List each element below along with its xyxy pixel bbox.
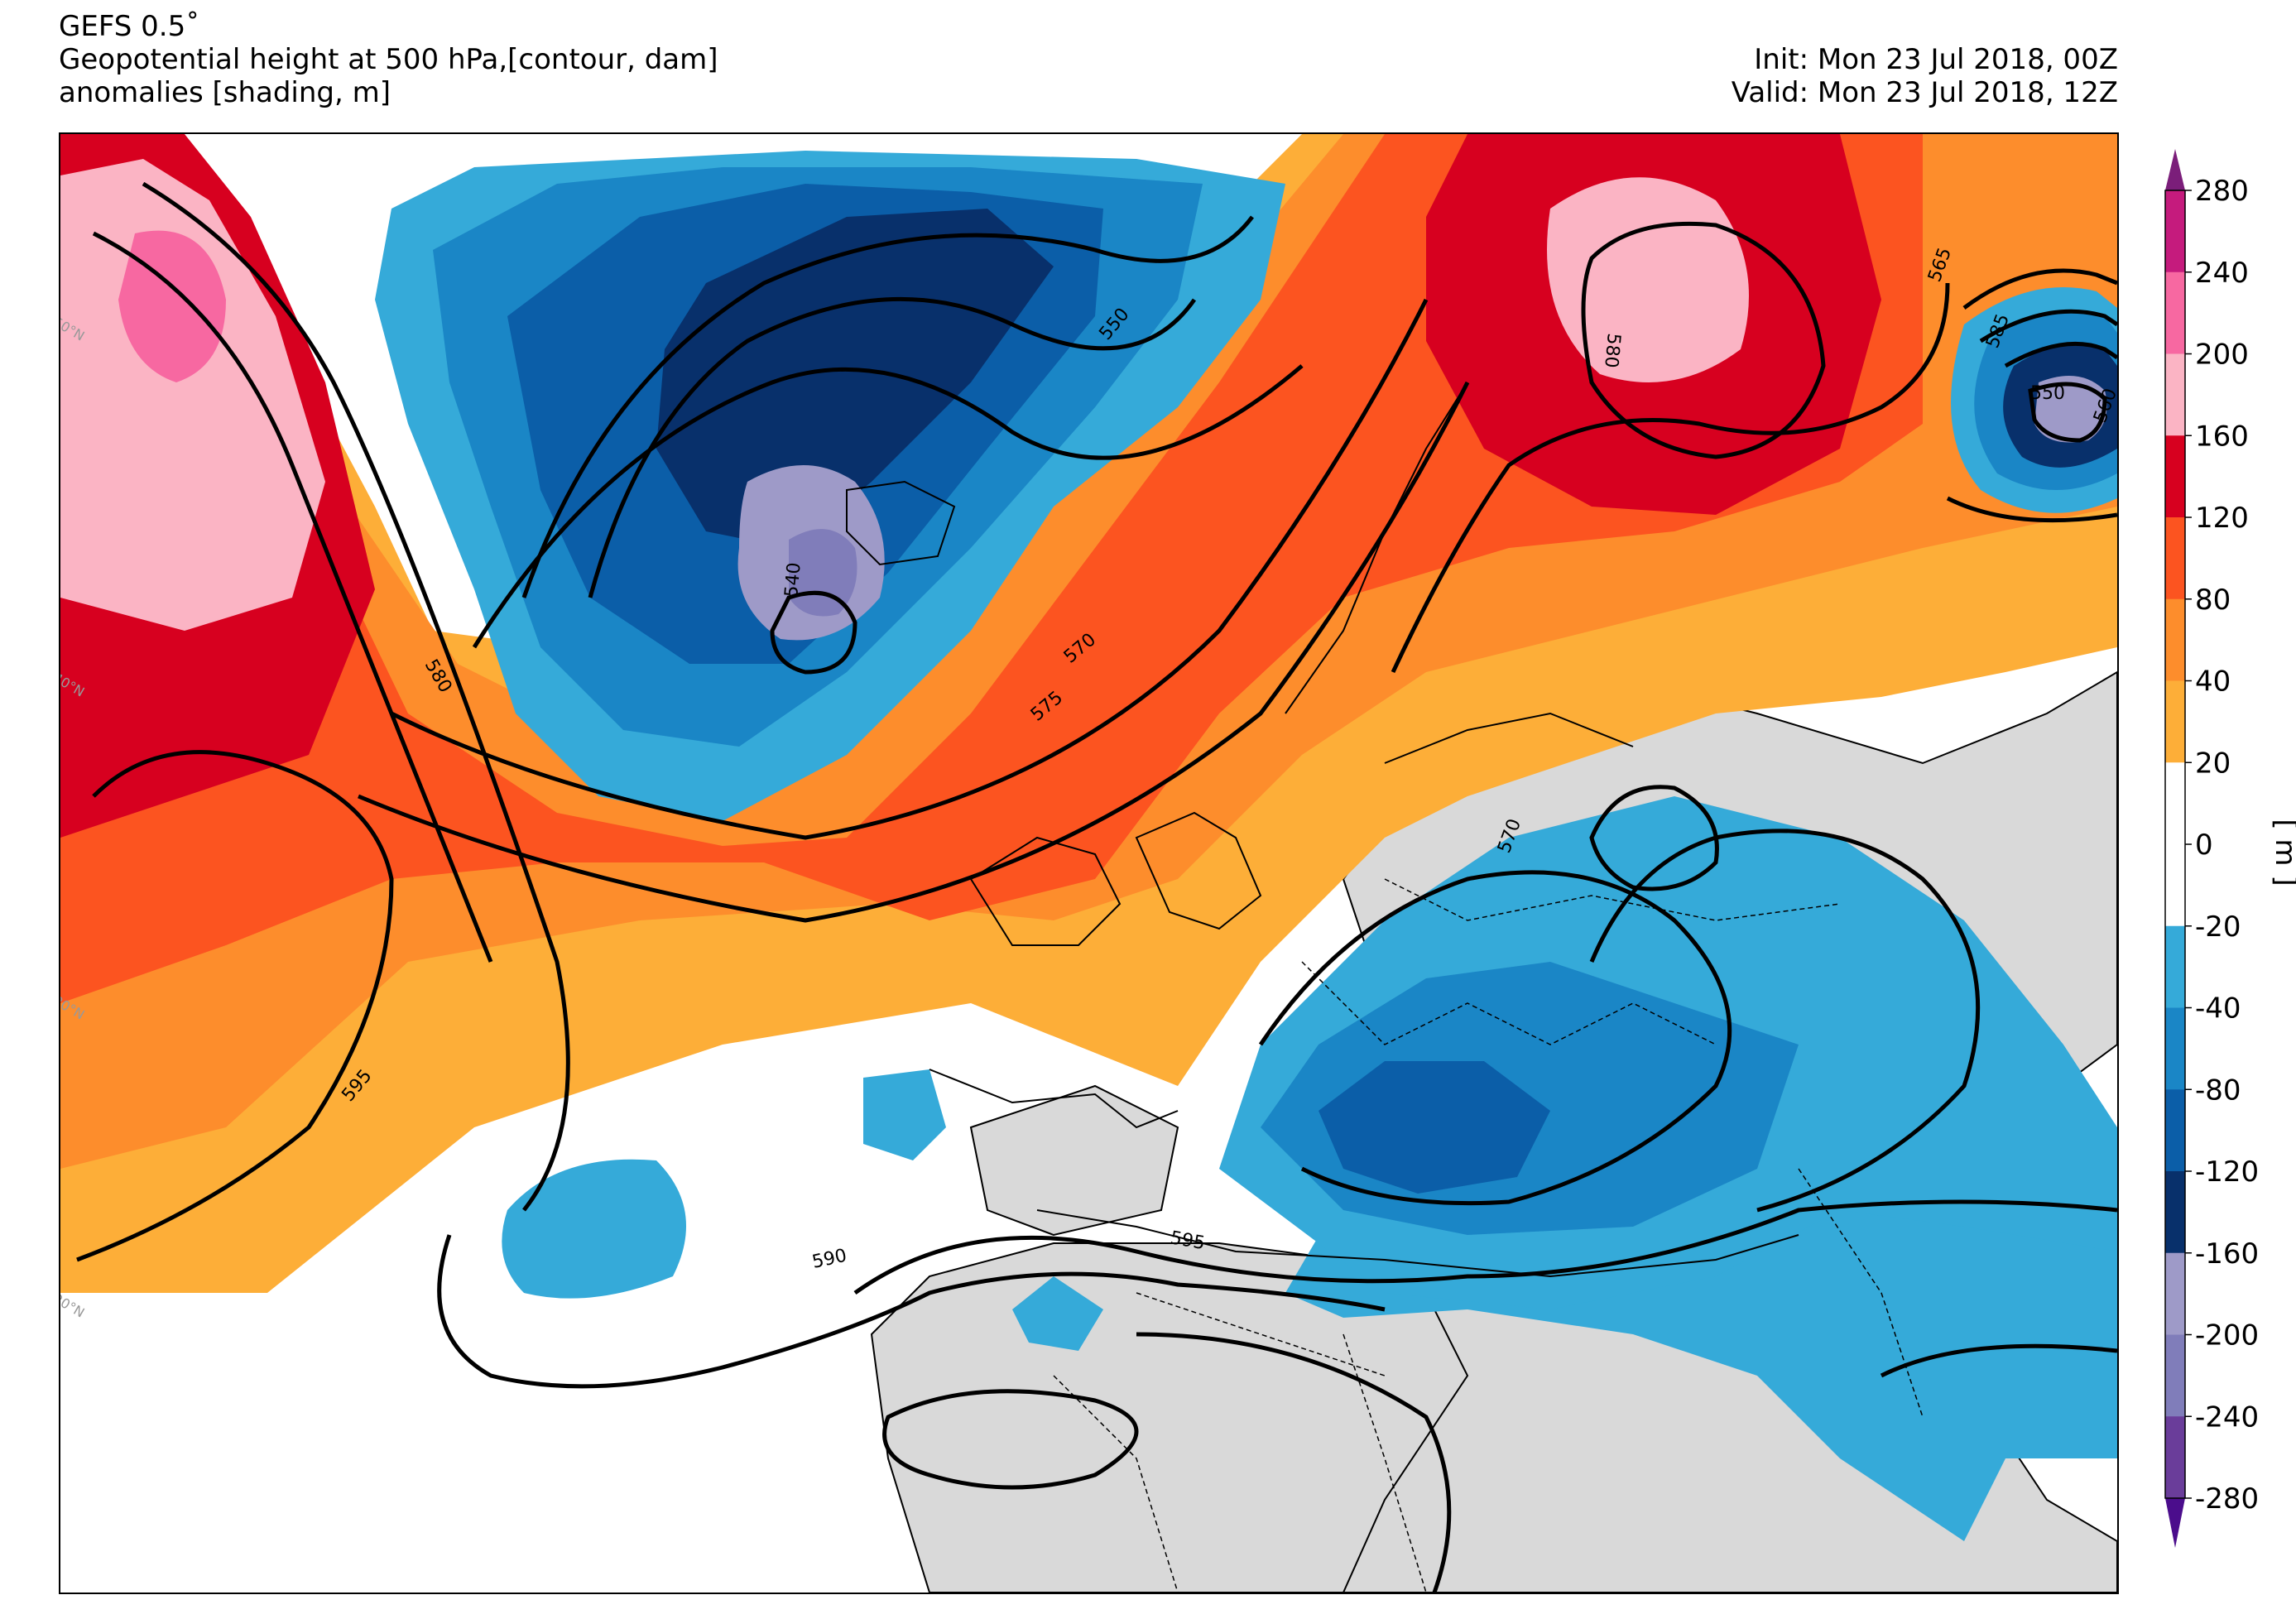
colorbar-tick-label: 40 (2195, 665, 2231, 699)
colorbar-svg: 2802402001601208040200-20-40-80-120-160-… (2164, 149, 2296, 1548)
colorbar-unit: [ m ] (2269, 819, 2296, 886)
map-canvas: 50°N 40°N 30°N 20°N 550 540 570 575 580 … (60, 134, 2117, 1593)
shading-title: anomalies [shading, m] (59, 76, 391, 109)
height-contours (76, 181, 2117, 1593)
contour-label: 580 (1600, 332, 1624, 368)
colorbar-tick-label: 0 (2195, 829, 2213, 862)
colorbar-swatch (2165, 271, 2185, 354)
colorbar-swatches (2165, 190, 2185, 1499)
anomaly-shading (60, 134, 2117, 1541)
colorbar-tick-label: -20 (2195, 910, 2241, 944)
colorbar: 280 240 200 160 120 80 40 20 0 -20 -40 -80 -120 -160-… (2144, 141, 2296, 1564)
contour-label: 540 (781, 562, 805, 598)
colorbar-top-arrow (2165, 149, 2185, 190)
colorbar-swatch (2165, 1171, 2185, 1254)
country-borders (1053, 878, 1924, 1593)
colorbar-tick-label: -280 (2195, 1482, 2259, 1516)
colorbar-tick-label: 120 (2195, 502, 2249, 535)
colorbar-tick-label: -80 (2195, 1074, 2241, 1107)
colorbar-tick-label: -120 (2195, 1155, 2259, 1189)
colorbar-swatch (2165, 1252, 2185, 1335)
colorbar-swatch (2165, 680, 2185, 763)
colorbar-tick-label: 20 (2195, 747, 2231, 780)
variable-title: Geopotential height at 500 hPa,[contour,… (59, 43, 718, 76)
colorbar-swatch (2165, 435, 2185, 518)
colorbar-swatch (2165, 925, 2185, 1008)
colorbar-swatch (2165, 844, 2185, 927)
map-panel[interactable]: 50°N 40°N 30°N 20°N 550 540 570 575 580 … (59, 132, 2119, 1594)
colorbar-ticks: 2802402001601208040200-20-40-80-120-160-… (2185, 175, 2259, 1516)
contour-label: 550 (2030, 383, 2065, 404)
colorbar-swatch (2165, 1007, 2185, 1090)
colorbar-swatch (2165, 353, 2185, 436)
colorbar-tick-label: 240 (2195, 257, 2249, 290)
colorbar-bottom-arrow (2165, 1498, 2185, 1548)
colorbar-tick-label: -160 (2195, 1237, 2259, 1271)
init-time: Init: Mon 23 Jul 2018, 00Z (1754, 43, 2118, 76)
colorbar-tick-label: 160 (2195, 420, 2249, 453)
colorbar-tick-label: -200 (2195, 1319, 2259, 1352)
colorbar-tick-label: -240 (2195, 1400, 2259, 1434)
colorbar-swatch (2165, 1334, 2185, 1417)
colorbar-swatch (2165, 598, 2185, 681)
colorbar-tick-label: 200 (2195, 339, 2249, 372)
colorbar-swatch (2165, 517, 2185, 600)
colorbar-swatch (2165, 1416, 2185, 1499)
colorbar-tick-label: 80 (2195, 584, 2231, 617)
colorbar-swatch (2165, 190, 2185, 273)
colorbar-tick-label: 280 (2195, 175, 2249, 208)
colorbar-swatch (2165, 1089, 2185, 1172)
colorbar-swatch (2165, 762, 2185, 845)
colorbar-tick-label: -40 (2195, 992, 2241, 1026)
valid-time: Valid: Mon 23 Jul 2018, 12Z (1731, 76, 2118, 109)
model-title: GEFS 0.5˚ (59, 10, 200, 43)
